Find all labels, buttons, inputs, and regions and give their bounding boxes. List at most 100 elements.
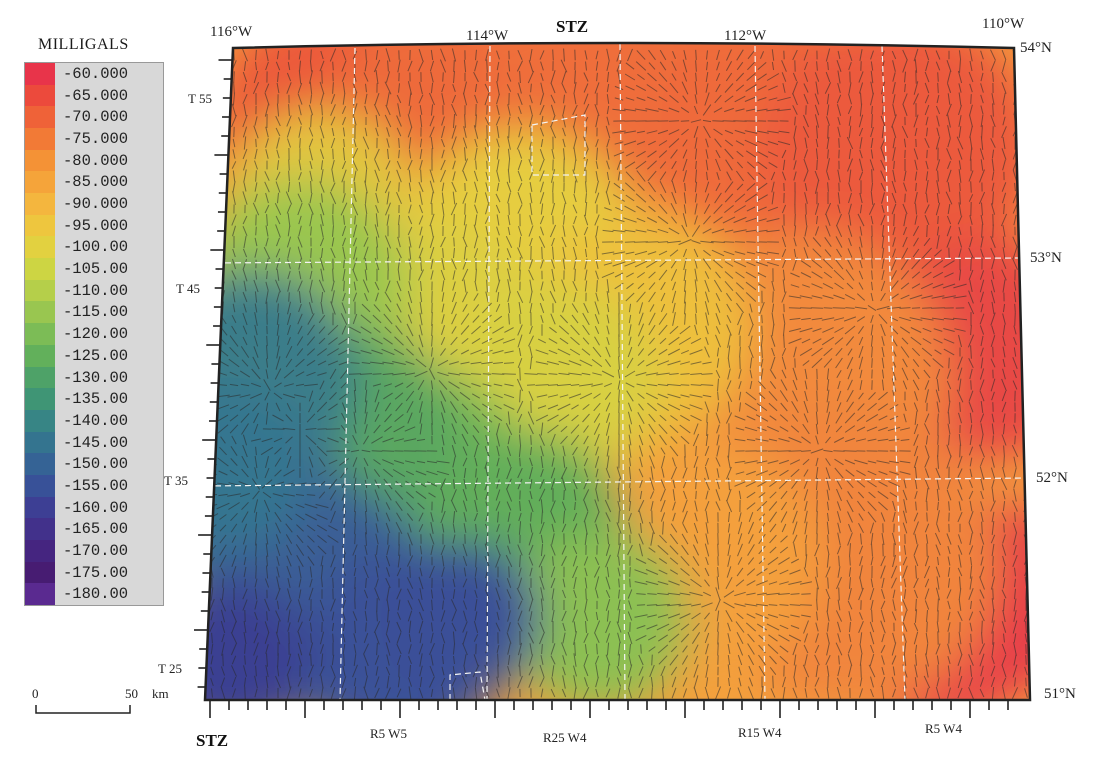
vector-tick <box>658 72 668 82</box>
vector-tick <box>604 392 612 400</box>
vector-tick <box>386 567 390 577</box>
vector-tick <box>812 237 822 247</box>
vector-tick <box>924 49 930 61</box>
vector-tick <box>680 373 690 375</box>
vector-tick <box>871 281 873 291</box>
vector-tick <box>396 315 402 323</box>
vector-tick <box>1013 291 1017 303</box>
vector-tick <box>244 644 246 654</box>
vector-tick <box>310 226 312 236</box>
vector-tick <box>266 611 268 621</box>
township-t55: T 55 <box>188 91 212 106</box>
vector-tick <box>667 383 681 387</box>
vector-tick <box>827 182 829 192</box>
vector-tick <box>328 416 338 420</box>
vector-tick <box>781 72 787 82</box>
vector-tick <box>969 126 973 138</box>
vector-tick <box>628 303 632 313</box>
vector-tick <box>844 325 856 335</box>
vector-tick <box>550 544 556 556</box>
vector-tick <box>924 204 930 214</box>
vector-tick <box>407 226 413 236</box>
vector-tick <box>878 470 888 476</box>
vector-tick <box>628 512 632 522</box>
vector-tick <box>804 521 808 535</box>
vector-tick <box>309 291 313 303</box>
vector-tick <box>715 501 721 511</box>
vector-tick <box>638 654 644 666</box>
vector-tick <box>583 425 589 433</box>
vector-tick <box>473 620 479 634</box>
vector-tick <box>695 313 697 325</box>
vector-tick <box>804 688 808 698</box>
vector-tick <box>384 291 392 303</box>
vector-tick <box>550 566 556 578</box>
vector-tick <box>463 246 467 260</box>
vector-tick <box>692 556 700 566</box>
vector-tick <box>748 534 754 544</box>
vector-tick <box>276 291 280 303</box>
vector-tick <box>295 494 305 496</box>
vector-tick <box>384 114 392 128</box>
vector-tick <box>330 247 336 259</box>
vector-tick <box>694 259 698 269</box>
vector-tick <box>811 259 823 269</box>
legend-swatch <box>25 236 55 259</box>
vector-tick <box>618 478 620 490</box>
vector-tick <box>539 676 545 688</box>
vector-tick <box>551 677 555 687</box>
vector-tick <box>606 413 610 423</box>
vector-tick <box>364 675 368 689</box>
vector-tick <box>275 522 281 534</box>
vector-tick <box>625 292 635 302</box>
vector-tick <box>584 158 588 172</box>
vector-tick <box>958 599 962 611</box>
vector-tick <box>351 202 359 216</box>
vector-tick <box>573 687 577 699</box>
vector-tick <box>693 644 699 654</box>
vector-tick <box>682 59 688 73</box>
vector-tick <box>648 312 656 326</box>
vector-tick <box>452 84 456 92</box>
vector-tick <box>1023 336 1029 346</box>
vector-tick <box>594 301 600 315</box>
vector-tick <box>781 204 787 214</box>
vector-tick <box>497 511 499 523</box>
vector-tick <box>980 490 984 500</box>
vector-tick <box>364 556 368 566</box>
vector-tick <box>255 446 257 456</box>
vector-tick <box>255 61 257 71</box>
vector-tick <box>340 369 348 379</box>
grid-line <box>449 671 486 700</box>
vector-tick <box>757 426 767 432</box>
vector-tick <box>768 97 778 101</box>
vector-tick <box>847 225 853 237</box>
vector-tick <box>892 226 896 236</box>
vector-tick <box>265 512 269 522</box>
vector-tick <box>507 610 511 622</box>
vector-tick <box>584 521 588 535</box>
vector-tick <box>647 72 657 82</box>
vector-tick <box>375 127 379 137</box>
vector-tick <box>329 392 337 400</box>
vector-tick <box>638 424 644 434</box>
vector-tick <box>309 60 313 72</box>
vector-tick <box>935 50 941 60</box>
vector-tick <box>767 130 779 134</box>
vector-tick <box>1014 182 1016 192</box>
vector-tick <box>298 70 302 84</box>
vector-tick <box>253 642 259 656</box>
vector-tick <box>947 423 951 435</box>
vector-tick <box>539 50 545 60</box>
vector-tick <box>992 72 994 82</box>
vector-tick <box>295 503 305 509</box>
vector-tick <box>585 621 587 633</box>
vector-tick <box>340 202 348 216</box>
vector-tick <box>848 82 852 94</box>
vector-tick <box>646 84 658 92</box>
vector-tick <box>561 555 567 567</box>
vector-tick <box>539 215 545 225</box>
vector-tick <box>747 557 755 565</box>
vector-tick <box>760 358 764 368</box>
vector-tick <box>728 444 730 458</box>
